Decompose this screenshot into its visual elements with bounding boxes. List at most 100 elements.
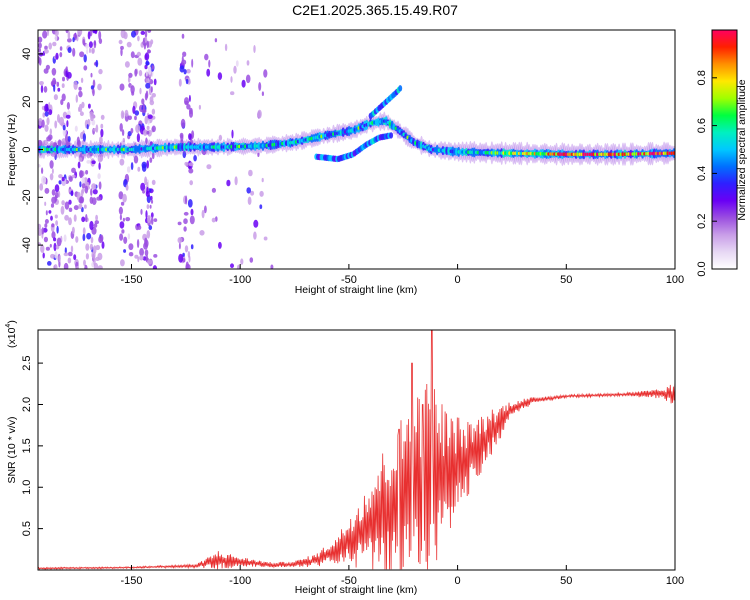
spectrogram-noise-cell (237, 264, 240, 269)
spectrogram-noise-cell (51, 223, 55, 228)
spectrogram-noise-cell (65, 114, 71, 119)
spectrogram-noise-cell (74, 125, 78, 132)
spectrogram-noise-cell (125, 184, 129, 191)
spectrogram-noise-cell (99, 234, 104, 242)
spectrogram-noise-cell (42, 112, 46, 118)
spectrogram-noise-cell (150, 195, 153, 201)
spectrogram-noise-cell (178, 78, 182, 87)
spectrogram-noise-cell (75, 236, 79, 243)
spectrogram-noise-cell (76, 265, 79, 269)
spectrogram-noise-cell (61, 200, 65, 206)
spectrogram-noise-cell (211, 187, 216, 193)
spectrogram-noise-cell (38, 42, 42, 49)
spectrogram-noise-cell (249, 257, 254, 263)
spectrogram-noise-cell (84, 204, 87, 209)
spectrogram-noise-cell (150, 199, 154, 204)
spectrogram-noise-cell (48, 109, 53, 116)
spectrogram-noise-cell (130, 162, 134, 171)
spectrogram-noise-cell (91, 251, 96, 259)
spectrogram-noise-cell (121, 112, 125, 118)
spectrogram-noise-cell (139, 248, 145, 257)
spectrogram-noise-cell (121, 129, 125, 137)
spectrogram-noise-cell (122, 138, 126, 143)
spectrogram-noise-cell (133, 155, 139, 164)
spectrogram-noise-cell (48, 42, 52, 50)
spectrogram-noise-cell (151, 125, 156, 133)
spectrogram-noise-cell (134, 68, 138, 77)
spectrogram-noise-cell (39, 81, 44, 86)
spectrogram-noise-cell (136, 133, 140, 143)
spectrogram-noise-cell (125, 217, 131, 222)
spectrogram-noise-cell (141, 109, 147, 114)
spectrogram-noise-cell (144, 36, 148, 43)
spectrogram-noise-cell (78, 86, 82, 91)
spectrogram-noise-cell (259, 190, 264, 197)
spectrogram-noise-cell (88, 41, 93, 48)
spectrogram-noise-cell (189, 180, 193, 186)
spectrogram-noise-cell (186, 104, 191, 110)
colorbar-tick-label: 0.6 (696, 118, 708, 133)
snr-multiplier: (x104) (5, 320, 18, 348)
spectrogram-noise-cell (54, 214, 58, 219)
spectrogram-noise-cell (50, 203, 55, 208)
spectrogram-noise-cell (53, 237, 57, 242)
spectrogram-noise-cell (188, 162, 194, 167)
spectrogram-noise-cell (188, 133, 192, 141)
spectrogram-noise-cell (41, 227, 45, 235)
spectrogram-noise-cell (151, 65, 155, 70)
spectrogram-noise-cell (77, 161, 81, 169)
spectrogram-noise-cell (151, 152, 155, 160)
spectrogram-noise-cell (38, 223, 42, 230)
spectrogram-noise-cell (147, 259, 153, 265)
spectrogram-noise-cell (79, 196, 85, 204)
spectrogram-noise-cell (206, 68, 211, 77)
spectrogram-noise-cell (100, 114, 105, 120)
colorbar-label: Normalized spectral amplitude (736, 79, 748, 220)
spectrogram-noise-cell (134, 115, 137, 121)
spectrogram-noise-cell (130, 85, 135, 94)
spectrogram-ylabel: Frequency (Hz) (6, 114, 18, 186)
spectrogram-noise-cell (208, 59, 211, 68)
spectrogram-noise-cell (73, 205, 79, 211)
spectrogram-noise-cell (44, 124, 49, 132)
spectrogram-noise-cell (91, 47, 95, 54)
spectrogram-noise-cell (131, 91, 135, 96)
spectrogram-noise-cell (179, 132, 184, 139)
spectrogram-noise-cell (235, 60, 239, 67)
spectrogram-noise-cell (94, 220, 100, 225)
spectrogram-noise-cell (240, 258, 244, 265)
spectrogram-noise-cell (67, 251, 73, 257)
spectrogram-noise-cell (137, 166, 141, 172)
spectrogram-noise-cell (38, 48, 41, 53)
spectrogram-noise-cell (83, 65, 88, 71)
spectrogram-noise-cell (55, 191, 59, 199)
spectrogram-noise-cell (65, 70, 68, 78)
spectrogram-noise-cell (148, 225, 153, 231)
spectrogram-noise-cell (144, 249, 149, 257)
spectrogram-noise-cell (38, 117, 43, 127)
spectrogram-noise-cell (86, 124, 89, 130)
spectrogram-noise-cell (128, 72, 133, 78)
spectrogram-noise-cell (131, 30, 136, 38)
spectrogram-noise-cell (149, 99, 155, 106)
spectrogram-noise-cell (49, 173, 54, 181)
spectrogram-noise-cell (187, 199, 193, 208)
snr-frame (37, 329, 676, 571)
spectrogram-noise-cell (177, 237, 183, 244)
spectrogram-noise-cell (95, 214, 98, 221)
spectrogram-noise-cell (92, 189, 98, 195)
spectrogram-noise-cell (120, 48, 123, 57)
spectrogram-noise-cell (246, 60, 250, 66)
spectrogram-noise-cell (136, 51, 141, 57)
spectrogram-noise-cell (193, 155, 197, 162)
spectrogram-noise-cell (153, 218, 158, 223)
spectrogram-noise-cell (53, 264, 58, 269)
spectrogram-noise-cell (146, 40, 149, 49)
spectrogram-branch-below (389, 132, 394, 139)
spectrogram-noise-cell (142, 103, 145, 112)
spectrogram-noise-cell (88, 103, 91, 109)
spectrogram-noise-cell (45, 210, 48, 216)
spectrogram-noise-cell (91, 183, 97, 190)
spectrogram-noise-cell (79, 111, 84, 116)
spectrogram-xlabel: Height of straight line (km) (295, 284, 418, 296)
